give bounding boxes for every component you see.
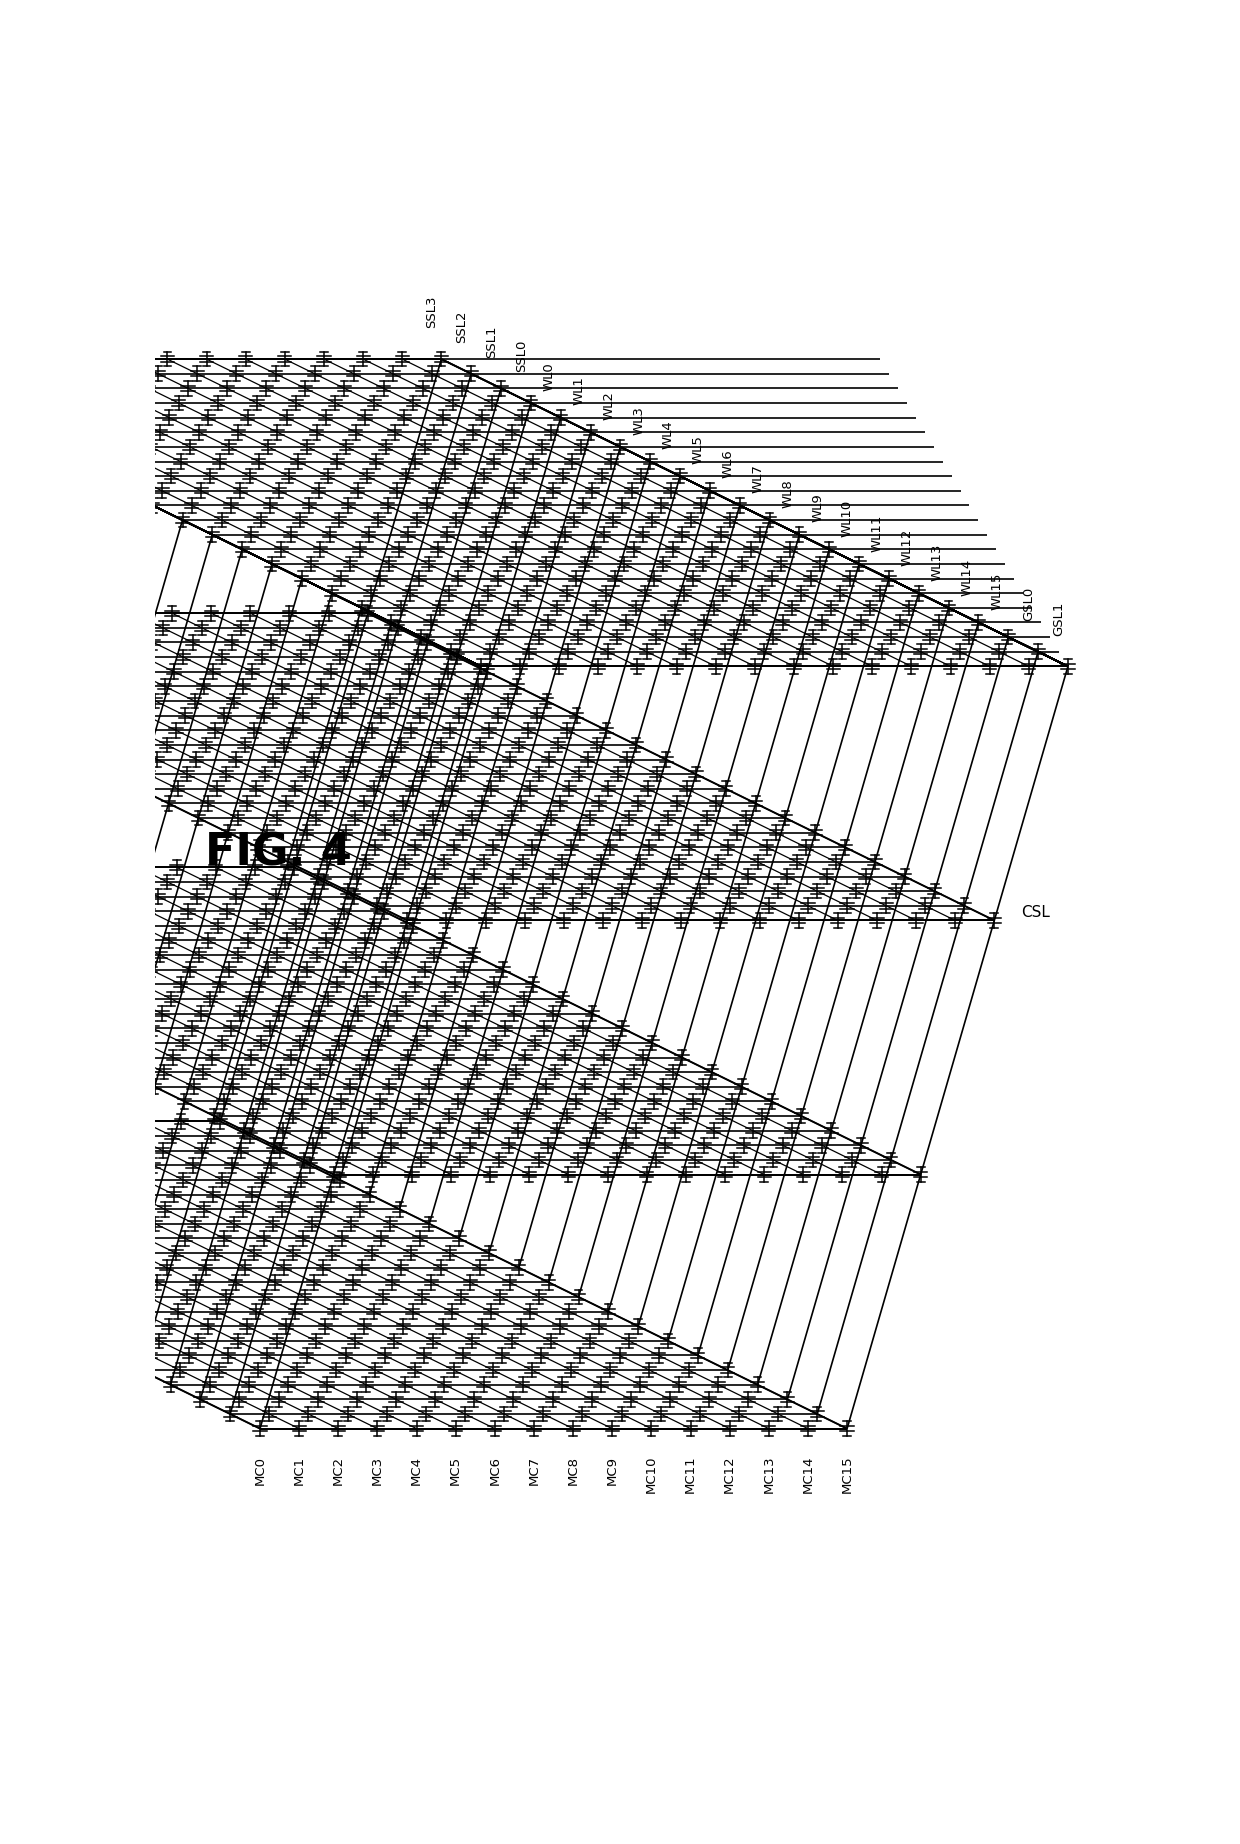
Text: MC15: MC15 [841, 1455, 853, 1494]
Text: MC11: MC11 [684, 1455, 697, 1494]
Text: SSL2: SSL2 [455, 310, 469, 343]
Text: MC3: MC3 [371, 1455, 384, 1484]
Text: WL15: WL15 [991, 573, 1003, 610]
Text: MC10: MC10 [645, 1455, 658, 1494]
Text: MC6: MC6 [489, 1455, 501, 1484]
Text: WL11: WL11 [870, 514, 884, 551]
Text: FIG. 4: FIG. 4 [206, 832, 352, 874]
Text: MC1: MC1 [293, 1455, 305, 1484]
Text: GSL1: GSL1 [1053, 601, 1065, 636]
Text: MC8: MC8 [567, 1455, 579, 1484]
Text: MC2: MC2 [332, 1455, 345, 1484]
Text: WL8: WL8 [781, 479, 795, 507]
Text: WL1: WL1 [573, 376, 585, 406]
Text: MC9: MC9 [606, 1455, 619, 1484]
Text: WL7: WL7 [751, 465, 764, 492]
Text: SSL0: SSL0 [515, 339, 528, 372]
Text: WL4: WL4 [662, 420, 675, 450]
Text: MC12: MC12 [723, 1455, 737, 1494]
Text: MC0: MC0 [253, 1455, 267, 1484]
Text: WL9: WL9 [811, 494, 825, 522]
Text: WL3: WL3 [632, 406, 645, 435]
Text: SSL3: SSL3 [425, 295, 439, 328]
Text: WL2: WL2 [603, 391, 615, 420]
Text: CSL: CSL [1022, 905, 1050, 920]
Text: GSL0: GSL0 [1022, 586, 1035, 621]
Text: MC14: MC14 [801, 1455, 815, 1494]
Text: WL5: WL5 [692, 435, 704, 465]
Text: MC5: MC5 [449, 1455, 463, 1484]
Text: MC13: MC13 [763, 1455, 775, 1494]
Text: SSL1: SSL1 [485, 325, 498, 358]
Text: MC4: MC4 [410, 1455, 423, 1484]
Text: WL10: WL10 [841, 500, 854, 537]
Text: WL12: WL12 [900, 529, 914, 566]
Text: WL0: WL0 [543, 361, 556, 391]
Text: MC7: MC7 [527, 1455, 541, 1484]
Text: WL14: WL14 [960, 559, 973, 596]
Text: WL6: WL6 [722, 450, 734, 478]
Text: WL13: WL13 [930, 544, 944, 581]
